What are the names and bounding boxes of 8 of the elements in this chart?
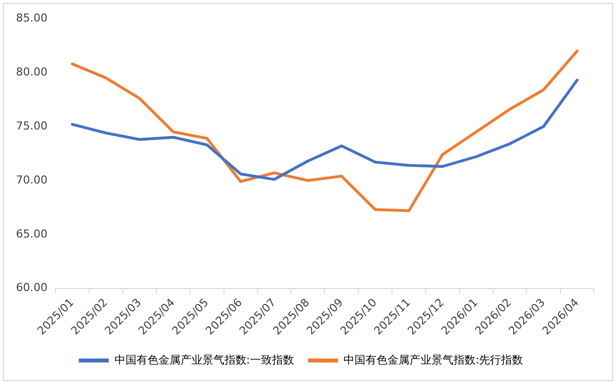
y-tick-label: 60.00 [16,281,48,294]
y-tick-label: 85.00 [16,11,48,24]
y-tick-label: 75.00 [16,119,48,132]
legend-label: 中国有色金属产业景气指数:一致指数 [114,353,294,366]
y-tick-label: 65.00 [16,227,48,240]
legend-label: 中国有色金属产业景气指数:先行指数 [344,353,524,366]
y-tick-label: 80.00 [16,65,48,78]
y-tick-label: 70.00 [16,173,48,186]
